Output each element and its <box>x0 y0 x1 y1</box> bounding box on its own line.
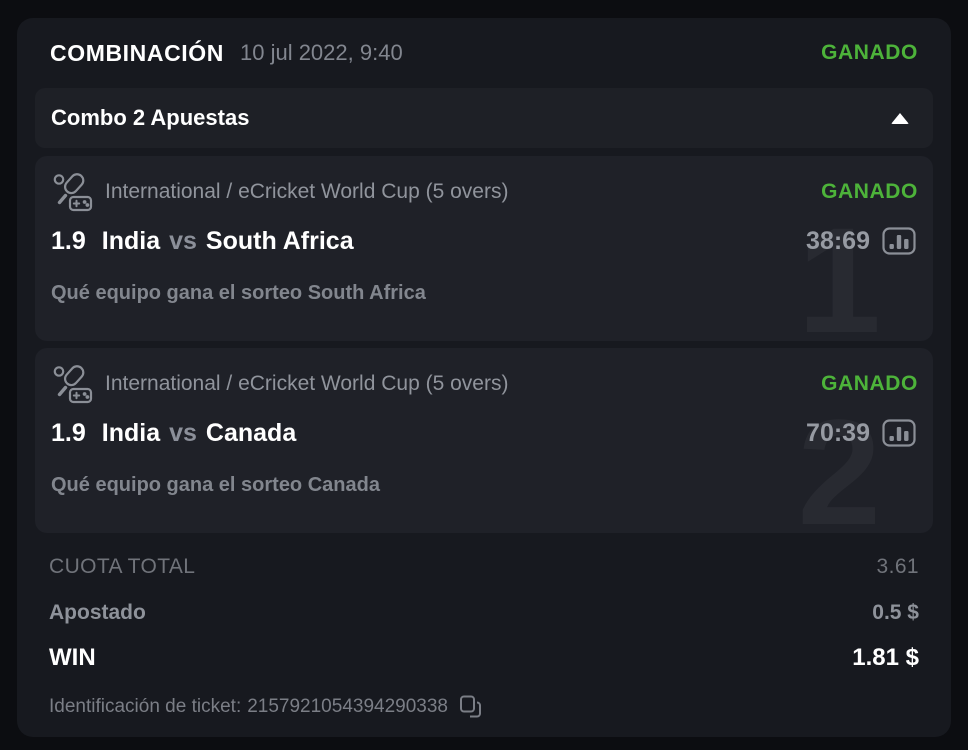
stake-value: 0.5 $ <box>872 601 919 624</box>
away-team: Canada <box>205 418 297 447</box>
combo-label: Combo 2 Apuestas <box>51 105 250 130</box>
ticket-date: 10 jul 2022, 9:40 <box>239 40 403 65</box>
market-description: Qué equipo gana el sorteo Canada <box>51 474 380 496</box>
chevron-up-icon[interactable] <box>891 112 909 124</box>
bet-card-2: 2 International / eCricket World Cup (5 … <box>35 348 933 533</box>
league-name: International / eCricket World Cup (5 ov… <box>105 372 509 395</box>
home-team: India <box>101 418 161 447</box>
match-score: 70:39 <box>806 418 870 447</box>
bet-card-1: 1 International / eCricket World Cup (5 … <box>35 156 933 341</box>
bet-odds: 1.9 <box>51 226 86 255</box>
stats-button[interactable] <box>882 418 918 448</box>
stake-label: Apostado <box>49 601 146 624</box>
ecricket-icon <box>51 362 95 406</box>
bet-ticket-panel: COMBINACIÓN 10 jul 2022, 9:40 GANADO Com… <box>17 18 951 737</box>
ticket-id-label: Identificación de ticket: <box>49 696 242 717</box>
ticket-type-title: COMBINACIÓN <box>50 39 224 66</box>
total-odds-value: 3.61 <box>876 555 919 578</box>
win-row: WIN 1.81 $ <box>35 643 933 673</box>
stats-button[interactable] <box>882 226 918 256</box>
match-score: 38:69 <box>806 226 870 255</box>
stake-row: Apostado 0.5 $ <box>35 600 933 626</box>
ticket-id-row: Identificación de ticket: 21579210543942… <box>35 694 933 720</box>
ticket-id-value: 2157921054394290338 <box>247 696 448 717</box>
combo-toggle-bar[interactable]: Combo 2 Apuestas <box>35 88 933 148</box>
league-name: International / eCricket World Cup (5 ov… <box>105 180 509 203</box>
away-team: South Africa <box>205 226 354 255</box>
bet-status-badge: GANADO <box>821 180 918 203</box>
total-odds-label: CUOTA TOTAL <box>49 555 196 578</box>
match-title: India vs Canada <box>102 419 296 448</box>
ticket-status-badge: GANADO <box>821 41 918 64</box>
home-team: India <box>101 226 161 255</box>
copy-ticket-id-button[interactable] <box>458 694 482 720</box>
total-odds-row: CUOTA TOTAL 3.61 <box>35 554 933 580</box>
bet-odds: 1.9 <box>51 418 86 447</box>
vs-separator: vs <box>169 418 197 447</box>
market-description: Qué equipo gana el sorteo South Africa <box>51 282 426 304</box>
win-label: WIN <box>49 644 96 671</box>
ecricket-icon <box>51 170 95 214</box>
ticket-header: COMBINACIÓN 10 jul 2022, 9:40 GANADO <box>35 18 933 88</box>
bet-status-badge: GANADO <box>821 372 918 395</box>
vs-separator: vs <box>169 226 197 255</box>
win-value: 1.81 $ <box>852 644 919 671</box>
match-title: India vs South Africa <box>102 227 354 256</box>
